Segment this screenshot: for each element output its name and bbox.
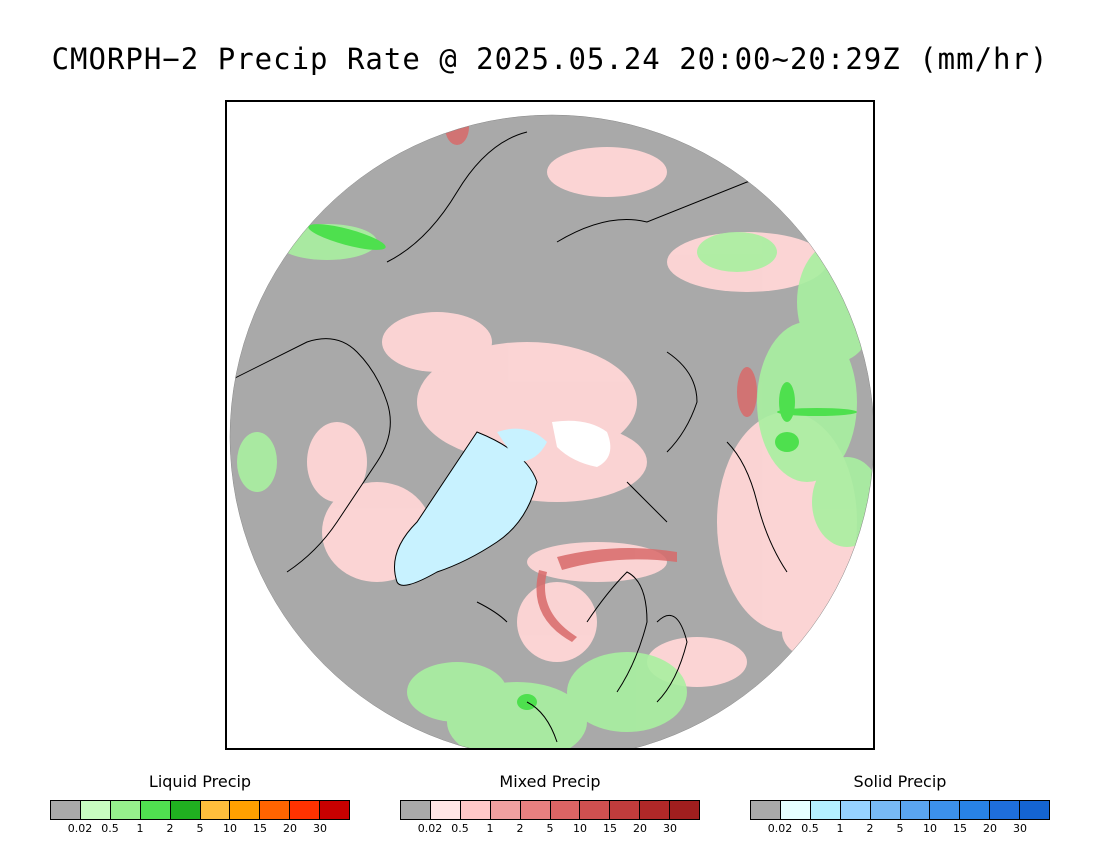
polar-map — [225, 100, 875, 750]
legend-swatch — [51, 801, 81, 819]
legend-tick-label: 15 — [603, 822, 617, 835]
legend-colorbar — [750, 800, 1050, 820]
legend-tick-label: 30 — [313, 822, 327, 835]
legend-tick-label: 10 — [223, 822, 237, 835]
legend-swatch — [810, 801, 841, 819]
legend-tick-label: 0.02 — [67, 822, 93, 835]
legend-tick-label: 20 — [983, 822, 997, 835]
legend-swatch — [580, 801, 611, 819]
legend-tick-label: 5 — [196, 822, 204, 835]
legend-tick-label: 1 — [136, 822, 144, 835]
legend-title: Liquid Precip — [148, 772, 252, 791]
legend-tick-label: 30 — [1013, 822, 1027, 835]
legend-swatch — [140, 801, 171, 819]
legend-swatch — [960, 801, 991, 819]
legend-swatch — [640, 801, 671, 819]
legend-swatch — [401, 801, 431, 819]
legend-tick-label: 10 — [573, 822, 587, 835]
polar-data-void — [552, 420, 611, 467]
legend-swatch — [110, 801, 141, 819]
legend-swatch — [290, 801, 321, 819]
legend-tick-label: 2 — [866, 822, 874, 835]
solid-precip-patch — [497, 428, 547, 462]
map-title: CMORPH−2 Precip Rate @ 2025.05.24 20:00~… — [51, 42, 1049, 76]
legend-tick-label: 30 — [663, 822, 677, 835]
legend-swatch — [930, 801, 961, 819]
legend-swatch — [320, 801, 350, 819]
legend-tick-label: 2 — [516, 822, 524, 835]
legend-tick-label: 5 — [896, 822, 904, 835]
legend-swatch — [170, 801, 201, 819]
legend-swatch — [460, 801, 491, 819]
legend-tick-label: 0.02 — [767, 822, 793, 835]
legend-swatch — [80, 801, 111, 819]
legend-solid: Solid Precip 0.02 0.5 1 2 5 10 15 20 30 — [750, 772, 1050, 836]
legend-tick-label: 0.02 — [417, 822, 443, 835]
legend-tick-label: 0.5 — [451, 822, 469, 835]
legend-swatch — [900, 801, 931, 819]
legend-tick-label: 0.5 — [801, 822, 819, 835]
legend-swatch — [520, 801, 551, 819]
legend-title: Mixed Precip — [499, 772, 601, 791]
legend-swatch — [840, 801, 871, 819]
legend-tick-label: 1 — [836, 822, 844, 835]
legend-tick-label: 0.5 — [101, 822, 119, 835]
legend-ticks: 0.02 0.5 1 2 5 10 15 20 30 — [50, 822, 350, 836]
legend-swatch — [670, 801, 700, 819]
legend-swatch — [990, 801, 1021, 819]
legend-liquid: Liquid Precip 0.02 0.5 1 2 5 10 15 20 30 — [50, 772, 350, 836]
legend-tick-label: 20 — [633, 822, 647, 835]
legend-mixed: Mixed Precip 0.02 0.5 1 2 5 10 15 20 30 — [400, 772, 700, 836]
legend-swatch — [751, 801, 781, 819]
legend-tick-label: 2 — [166, 822, 174, 835]
legend-swatch — [230, 801, 261, 819]
legend-swatch — [610, 801, 641, 819]
legend-colorbar — [50, 800, 350, 820]
legend-swatch — [490, 801, 521, 819]
legend-tick-label: 15 — [253, 822, 267, 835]
legend-colorbar — [400, 800, 700, 820]
legend-ticks: 0.02 0.5 1 2 5 10 15 20 30 — [750, 822, 1050, 836]
legend-tick-label: 1 — [486, 822, 494, 835]
liquid-precip-moderate — [308, 224, 857, 710]
map-disc-edge — [229, 114, 873, 748]
legend-swatch — [870, 801, 901, 819]
legend-ticks: 0.02 0.5 1 2 5 10 15 20 30 — [400, 822, 700, 836]
legend-tick-label: 20 — [283, 822, 297, 835]
legend-swatch — [550, 801, 581, 819]
legend-title: Solid Precip — [853, 772, 947, 791]
legend-tick-label: 15 — [953, 822, 967, 835]
legend-swatch — [1020, 801, 1050, 819]
map-disc — [230, 115, 873, 748]
legend-tick-label: 10 — [923, 822, 937, 835]
greenland-snow — [394, 431, 538, 586]
legend-tick-label: 5 — [546, 822, 554, 835]
precip-map-svg — [229, 114, 873, 748]
legend-swatch — [780, 801, 811, 819]
legend-swatch — [430, 801, 461, 819]
legend-swatch — [200, 801, 231, 819]
legend-swatch — [260, 801, 291, 819]
